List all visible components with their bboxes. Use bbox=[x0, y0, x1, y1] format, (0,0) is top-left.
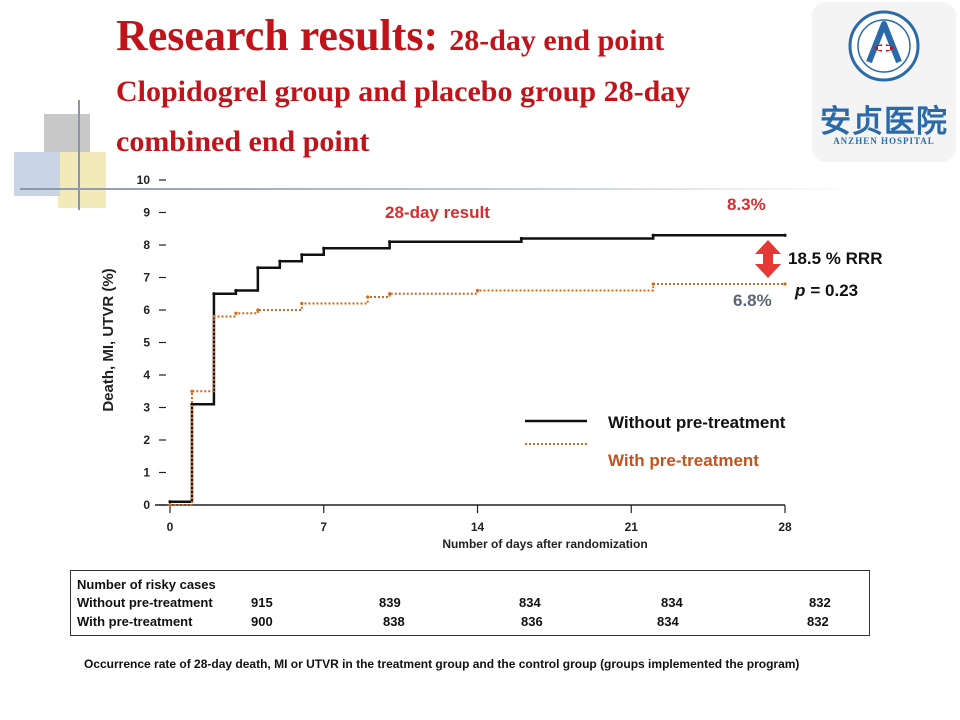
risk-cell: 834 bbox=[657, 614, 679, 629]
series-point bbox=[256, 308, 260, 312]
title-sub: 28-day end point bbox=[449, 24, 665, 57]
risk-cell: 832 bbox=[807, 614, 829, 629]
series-point bbox=[212, 314, 216, 319]
y-tick-label: 2 bbox=[143, 433, 150, 447]
decor-square-yellow bbox=[58, 152, 106, 208]
risk-cell: 836 bbox=[521, 614, 543, 629]
value-without: 8.3% bbox=[727, 195, 766, 214]
series-point bbox=[475, 288, 480, 293]
series-point bbox=[300, 253, 304, 257]
series-point bbox=[783, 233, 787, 237]
risk-row-without: Without pre-treatment 915 839 834 834 83… bbox=[77, 595, 867, 613]
series-point bbox=[212, 292, 216, 296]
series-point bbox=[190, 389, 194, 393]
page-title: Research results: 28-day end point Clopi… bbox=[116, 10, 836, 167]
series-point bbox=[388, 292, 392, 296]
risk-row-label: Without pre-treatment bbox=[77, 595, 213, 610]
risk-cell: 839 bbox=[379, 595, 401, 610]
y-tick-label: 4 bbox=[143, 368, 150, 382]
risk-row-with: With pre-treatment 900 838 836 834 832 bbox=[77, 614, 867, 632]
x-tick-label: 7 bbox=[320, 520, 327, 534]
y-tick-label: 6 bbox=[143, 303, 150, 317]
risk-cell: 834 bbox=[661, 595, 683, 610]
series-point bbox=[783, 282, 787, 286]
series-point bbox=[300, 301, 304, 306]
title-line-2: Clopidogrel group and placebo group 28-d… bbox=[116, 75, 691, 108]
y-tick-label: 10 bbox=[137, 173, 151, 187]
risk-cell: 838 bbox=[383, 614, 405, 629]
series-point bbox=[278, 259, 282, 263]
hospital-logo bbox=[812, 2, 956, 162]
logo-english-text: ANZHEN HOSPITAL bbox=[833, 136, 935, 146]
risk-table: Number of risky cases Without pre-treatm… bbox=[70, 570, 870, 636]
footer-caption: Occurrence rate of 28-day death, MI or U… bbox=[84, 657, 800, 671]
title-line-3: combined end point bbox=[116, 125, 370, 158]
x-tick-label: 0 bbox=[167, 520, 174, 534]
y-tick-label: 7 bbox=[143, 271, 150, 285]
series-point bbox=[168, 503, 172, 507]
p-value: p = 0.23 bbox=[794, 281, 858, 300]
x-tick-label: 14 bbox=[471, 520, 485, 534]
arrow-up-head bbox=[755, 240, 781, 254]
risk-table-heading: Number of risky cases bbox=[77, 577, 216, 592]
y-tick-label: 9 bbox=[143, 206, 150, 220]
series-point bbox=[256, 266, 260, 270]
arrow-down-head bbox=[755, 264, 781, 278]
risk-row-label: With pre-treatment bbox=[77, 614, 193, 629]
y-axis-label: Death, MI, UTVR (%) bbox=[100, 268, 117, 411]
series-line-without bbox=[170, 234, 785, 503]
period-label: 28-day result bbox=[385, 203, 490, 222]
decor-line-horizontal bbox=[20, 188, 860, 190]
y-ticks: 0 1 2 3 4 5 6 7 8 9 10 bbox=[137, 173, 166, 512]
series-point bbox=[651, 233, 655, 237]
logo-emblem-icon bbox=[848, 10, 920, 82]
series-point bbox=[388, 240, 392, 244]
arrow-shaft bbox=[763, 250, 773, 268]
risk-cell: 834 bbox=[519, 595, 541, 610]
x-tick-label: 21 bbox=[625, 520, 639, 534]
risk-cell: 900 bbox=[251, 614, 273, 629]
y-tick-label: 1 bbox=[143, 466, 150, 480]
series-point bbox=[366, 295, 370, 299]
p-prefix: p bbox=[794, 281, 805, 300]
decor-line-vertical bbox=[78, 100, 80, 210]
chart-series bbox=[168, 233, 787, 507]
risk-cell: 915 bbox=[251, 595, 273, 610]
y-tick-label: 3 bbox=[143, 401, 150, 415]
value-with: 6.8% bbox=[733, 291, 772, 310]
x-tick-label: 28 bbox=[778, 520, 792, 534]
series-point bbox=[519, 236, 524, 241]
rrr-label: 18.5 % RRR bbox=[788, 249, 882, 268]
risk-cell: 832 bbox=[809, 595, 831, 610]
series-point bbox=[234, 288, 238, 293]
x-ticks: 0 7 14 21 28 bbox=[167, 505, 792, 534]
series-point bbox=[322, 246, 326, 250]
y-tick-label: 0 bbox=[143, 498, 150, 512]
logo-chinese-text: 安贞医院 bbox=[820, 104, 948, 140]
y-tick-label: 8 bbox=[143, 238, 150, 252]
p-value-text: = 0.23 bbox=[810, 281, 858, 300]
series-point bbox=[651, 282, 655, 286]
x-axis-label: Number of days after randomization bbox=[442, 537, 647, 551]
series-point bbox=[234, 311, 238, 315]
legend-label-without: Without pre-treatment bbox=[608, 413, 786, 432]
series-line-with bbox=[170, 283, 785, 506]
title-main: Research results: bbox=[116, 11, 439, 60]
legend-label-with: With pre-treatment bbox=[608, 451, 759, 470]
y-tick-label: 5 bbox=[143, 336, 150, 350]
series-point bbox=[168, 500, 172, 504]
